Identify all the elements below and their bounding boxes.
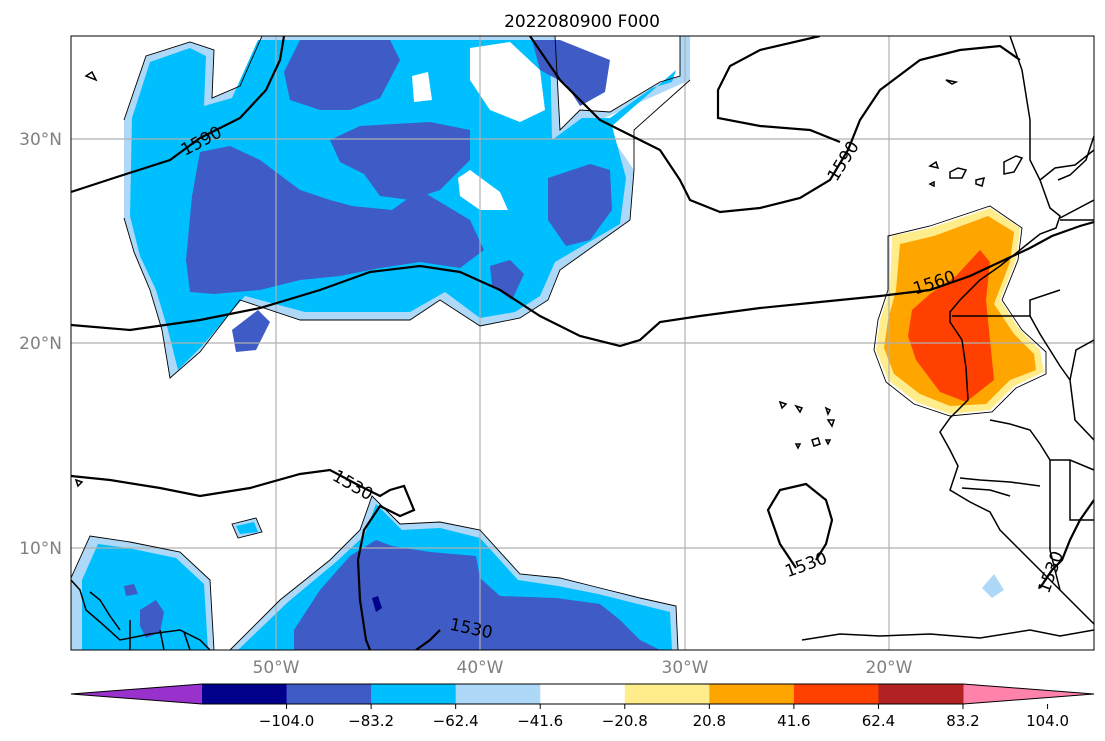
colorbar-swatch: [286, 684, 372, 704]
anomaly-shading-royal-blue: [124, 40, 660, 650]
colorbar-outline: [70, 683, 1095, 705]
colorbar-swatch: [371, 684, 457, 704]
coastlines: [71, 36, 1094, 650]
colorbar-swatch: [793, 684, 879, 704]
anomaly-shading-navy: [372, 596, 382, 612]
colorbar-tick-label: −104.0: [259, 712, 315, 730]
map-frame: [70, 35, 1095, 651]
colorbar-tick-label: 20.8: [693, 712, 726, 730]
colorbar-extend-max: [963, 684, 1094, 704]
lon-label-30w: 30°W: [662, 658, 709, 678]
colorbar-tick-label: −62.4: [433, 712, 479, 730]
colorbar-tick-label: −20.8: [602, 712, 648, 730]
contour-label-1590-east: 1590: [824, 138, 864, 185]
contour-label-1530-central: 1530: [329, 466, 376, 505]
colorbar-tick-label: 41.6: [777, 712, 810, 730]
map-title: 2022080900 F000: [504, 12, 660, 32]
colorbar-swatch: [455, 684, 541, 704]
colorbar-tick-label: −41.6: [517, 712, 563, 730]
anomaly-shading-holes: [412, 42, 545, 210]
colorbar-swatch: [540, 684, 626, 704]
lon-label-20w: 20°W: [866, 658, 913, 678]
colorbar: −104.0 −83.2 −62.4 −41.6 −20.8 20.8 41.6 62.4 83…: [70, 683, 1095, 730]
colorbar-tick-label: 83.2: [946, 712, 979, 730]
colorbar-swatch: [624, 684, 710, 704]
colorbar-extend-min: [71, 684, 202, 704]
colorbar-swatch: [709, 684, 795, 704]
height-contours: [71, 36, 1094, 650]
lon-label-40w: 40°W: [457, 658, 504, 678]
lat-label-10n: 10°N: [19, 539, 62, 559]
lat-label-20n: 20°N: [19, 334, 62, 354]
lat-label-30n: 30°N: [19, 130, 62, 150]
colorbar-tick-label: 62.4: [862, 712, 895, 730]
colorbar-swatch: [202, 684, 288, 704]
colorbar-tick-label: −83.2: [348, 712, 394, 730]
contour-label-1530-east: 1530: [783, 549, 830, 583]
map-plot-area: 1590 1590 1560 1530 1530 1530 1530: [71, 36, 1094, 650]
colorbar-tick-label: 104.0: [1026, 712, 1069, 730]
colorbar-swatch: [878, 684, 964, 704]
anomaly-contour-outline: [71, 36, 1047, 650]
map-gridlines: [71, 36, 1094, 650]
anomaly-shading-warm: [876, 208, 1044, 414]
contour-label-1530-africa: 1530: [1035, 549, 1069, 596]
lon-label-50w: 50°W: [253, 658, 300, 678]
